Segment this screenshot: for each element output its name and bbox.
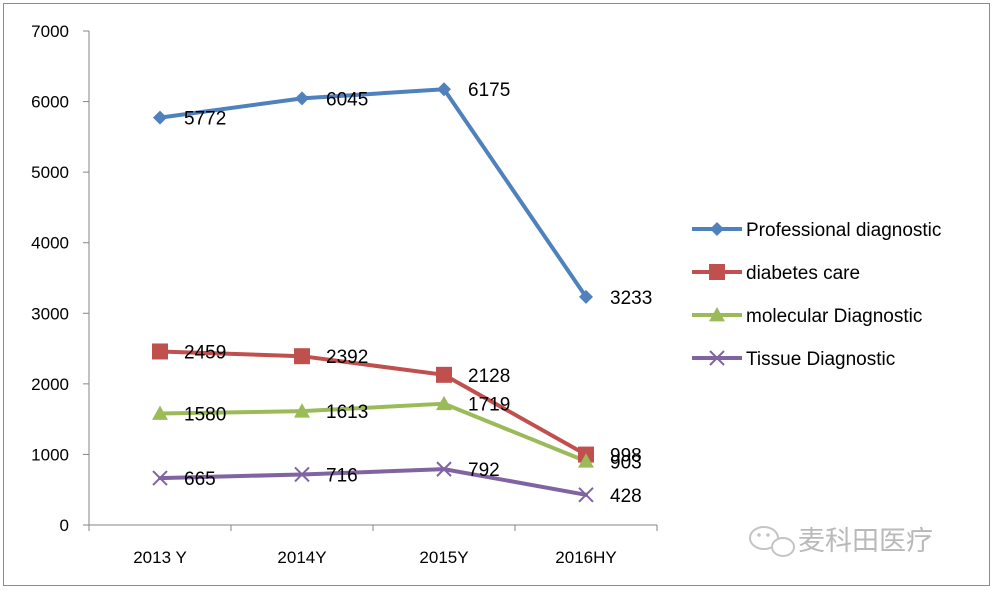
data-point [578, 487, 594, 503]
legend-marker [709, 264, 725, 280]
watermark: 麦科田医疗 [749, 526, 933, 557]
series-line [158, 467, 588, 497]
data-label: 1719 [468, 395, 510, 416]
legend-label: Professional diagnostic [746, 220, 941, 241]
legend-item: molecular Diagnostic [692, 306, 922, 327]
y-tick-label: 5000 [31, 163, 69, 182]
data-label: 5772 [184, 109, 226, 130]
y-tick-label: 1000 [31, 445, 69, 464]
wechat-icon [749, 526, 795, 557]
legend-item: Tissue Diagnostic [692, 349, 895, 370]
data-point [295, 91, 309, 106]
data-point [436, 366, 452, 383]
data-label: 1580 [184, 404, 226, 425]
series-lines [158, 87, 588, 497]
legend-label: molecular Diagnostic [746, 306, 922, 327]
data-point [294, 466, 310, 483]
data-label: 665 [184, 469, 216, 490]
legend-item: Professional diagnostic [692, 220, 941, 241]
data-point [152, 405, 168, 420]
x-tick-label: 2014Y [277, 548, 326, 567]
series-line [158, 349, 588, 457]
data-point [578, 453, 594, 468]
series-line [158, 401, 588, 464]
data-label: 6045 [326, 89, 368, 110]
y-tick-label: 6000 [31, 93, 69, 112]
data-label: 716 [326, 465, 358, 486]
legend-item: diabetes care [692, 263, 860, 284]
legend-label: diabetes care [746, 263, 860, 284]
data-point [579, 289, 593, 304]
data-label: 428 [610, 486, 642, 507]
y-tick-label: 0 [60, 516, 69, 535]
x-tick-label: 2016HY [555, 548, 616, 567]
legend-label: Tissue Diagnostic [746, 349, 895, 370]
x-tick-label: 2015Y [419, 548, 468, 567]
data-label: 2459 [184, 342, 226, 363]
x-tick-label: 2013 Y [133, 548, 187, 567]
data-label: 2392 [326, 347, 368, 368]
y-tick-label: 3000 [31, 304, 69, 323]
watermark-text: 麦科田医疗 [798, 526, 933, 557]
data-point [152, 343, 168, 360]
series-line [158, 87, 588, 299]
series-markers [152, 82, 594, 503]
chart-axes: 0 1000 2000 3000 4000 5000 6000 7000 2013 Y 2014Y… [31, 22, 658, 567]
data-label: 2128 [468, 366, 510, 387]
legend: Professional diagnostic diabetes care mole… [692, 220, 941, 370]
legend-marker [709, 307, 725, 322]
y-tick-label: 4000 [31, 234, 69, 253]
data-point [436, 461, 452, 477]
data-label: 1613 [326, 402, 368, 423]
data-label: 998 [610, 446, 642, 467]
legend-marker [710, 222, 724, 236]
data-point [436, 395, 452, 411]
y-tick-label: 2000 [31, 375, 69, 394]
data-label: 6175 [468, 80, 510, 101]
data-point [437, 82, 451, 97]
chart-frame [3, 3, 990, 586]
y-tick-label: 7000 [31, 22, 69, 41]
data-label: 903 [610, 452, 642, 473]
data-label: 3233 [610, 288, 652, 309]
data-label: 792 [468, 460, 500, 481]
data-labels: 5772 6045 6175 3233 2459 2392 2128 998 1580 1613 1… [184, 80, 652, 507]
data-point [152, 470, 168, 486]
data-point [294, 403, 310, 418]
data-point [294, 348, 310, 365]
data-point [153, 110, 167, 125]
legend-marker [709, 350, 725, 366]
